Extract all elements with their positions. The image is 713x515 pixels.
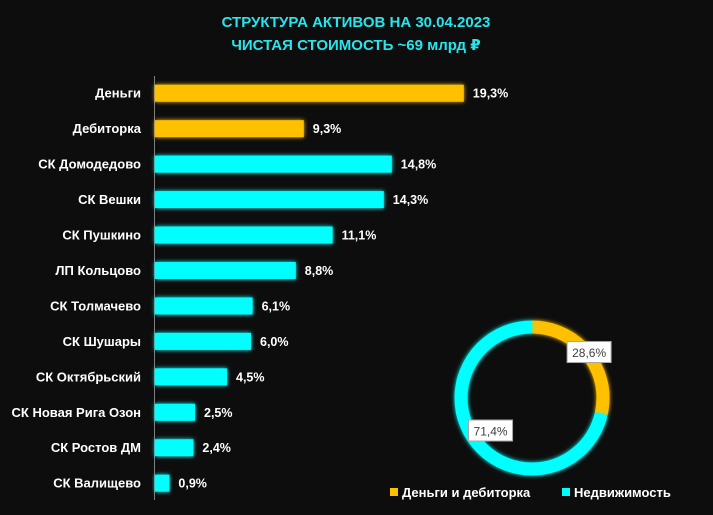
bar-11 — [155, 439, 194, 457]
value-label: 8,8% — [305, 264, 334, 278]
value-label: 11,1% — [342, 229, 377, 243]
legend-swatch — [562, 488, 570, 496]
bar-3 — [155, 155, 392, 173]
category-label: СК Пушкино — [62, 228, 141, 243]
donut-label-text: 71,4% — [474, 425, 508, 439]
category-label: ЛП Кольцово — [55, 263, 141, 278]
donut-label-box — [468, 419, 514, 442]
category-label: СК Ростов ДМ — [51, 440, 141, 455]
bar-8 — [155, 332, 251, 350]
bar-2 — [155, 120, 304, 138]
bar-12 — [155, 474, 170, 492]
legend-item: Деньги и дебиторка — [390, 485, 531, 500]
value-label: 19,3% — [473, 87, 508, 101]
bar-10 — [155, 403, 195, 421]
bar-7 — [155, 297, 253, 315]
bar-9 — [155, 368, 227, 386]
value-label: 6,1% — [262, 299, 291, 313]
category-label: СК Домодедово — [38, 157, 141, 172]
value-label: 0,9% — [178, 477, 207, 491]
value-label: 4,5% — [236, 370, 265, 384]
value-label: 14,8% — [401, 158, 436, 172]
value-label: 2,5% — [204, 406, 233, 420]
donut-label: 71,4% — [468, 419, 514, 442]
donut-label-text: 28,6% — [572, 346, 606, 360]
value-label: 14,3% — [393, 193, 428, 207]
legend: Деньги и дебиторка Недвижимость — [390, 485, 671, 500]
bar-6 — [155, 261, 296, 279]
category-label: СК Новая Рига Озон — [12, 405, 141, 420]
category-label: СК Толмачево — [50, 298, 141, 313]
donut-chart: 28,6% 71,4% — [454, 320, 612, 476]
category-label: СК Шушары — [63, 334, 141, 349]
bar-4 — [155, 191, 384, 209]
legend-item: Недвижимость — [562, 485, 671, 500]
donut-slice-2 — [454, 320, 610, 476]
value-label: 2,4% — [202, 441, 231, 455]
legend-swatch — [390, 488, 398, 496]
bars-layer: Деньги 19,3% Дебиторка 9,3% СК Домодедово 14,… — [12, 84, 508, 492]
legend-label: Деньги и дебиторка — [402, 485, 531, 500]
bar-5 — [155, 226, 333, 244]
category-label: СК Валищево — [53, 476, 141, 491]
bar-1 — [155, 84, 464, 102]
value-label: 6,0% — [260, 335, 289, 349]
category-label: СК Октябрьский — [36, 369, 141, 384]
value-label: 9,3% — [313, 122, 342, 136]
category-label: СК Вешки — [78, 192, 141, 207]
category-label: Дебиторка — [73, 121, 142, 136]
donut-label-box — [566, 341, 612, 364]
chart-title: СТРУКТУРА АКТИВОВ НА 30.04.2023 — [222, 14, 491, 31]
legend-label: Недвижимость — [574, 485, 671, 500]
donut-label: 28,6% — [566, 341, 612, 364]
chart-subtitle: ЧИСТАЯ СТОИМОСТЬ ~69 млрд ₽ — [231, 37, 480, 54]
category-label: Деньги — [95, 86, 141, 101]
